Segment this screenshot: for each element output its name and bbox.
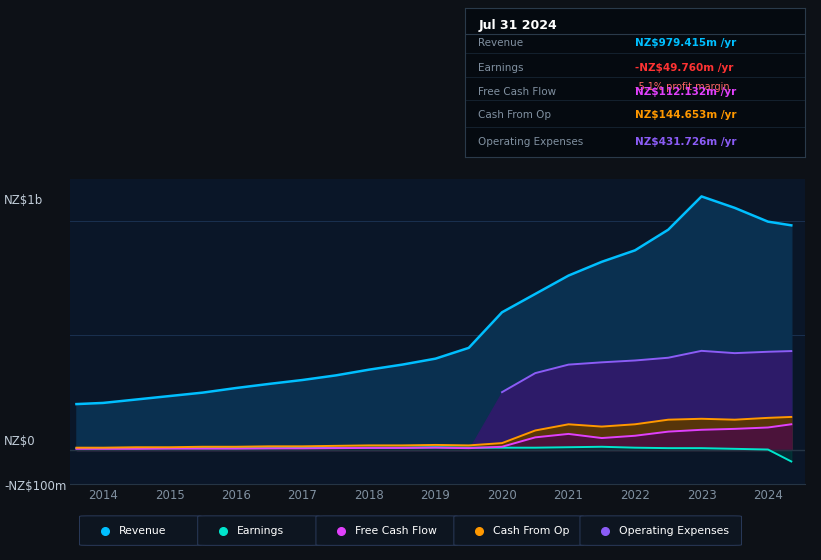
- Text: Free Cash Flow: Free Cash Flow: [479, 86, 557, 96]
- Text: NZ$979.415m /yr: NZ$979.415m /yr: [635, 38, 736, 48]
- Text: Operating Expenses: Operating Expenses: [479, 137, 584, 147]
- FancyBboxPatch shape: [316, 516, 458, 545]
- FancyBboxPatch shape: [80, 516, 202, 545]
- Text: Revenue: Revenue: [479, 38, 524, 48]
- Text: NZ$1b: NZ$1b: [4, 194, 44, 207]
- Text: -NZ$100m: -NZ$100m: [4, 480, 67, 493]
- Text: Operating Expenses: Operating Expenses: [619, 526, 729, 535]
- FancyBboxPatch shape: [198, 516, 320, 545]
- Text: Cash From Op: Cash From Op: [493, 526, 570, 535]
- Text: Revenue: Revenue: [119, 526, 167, 535]
- Text: NZ$112.132m /yr: NZ$112.132m /yr: [635, 86, 736, 96]
- Text: -5.1% profit margin: -5.1% profit margin: [635, 82, 729, 92]
- FancyBboxPatch shape: [454, 516, 584, 545]
- Text: NZ$431.726m /yr: NZ$431.726m /yr: [635, 137, 736, 147]
- Text: -NZ$49.760m /yr: -NZ$49.760m /yr: [635, 63, 733, 73]
- Text: Earnings: Earnings: [479, 63, 524, 73]
- Text: Cash From Op: Cash From Op: [479, 110, 551, 120]
- Text: Jul 31 2024: Jul 31 2024: [479, 19, 557, 32]
- Text: Earnings: Earnings: [237, 526, 284, 535]
- Text: Free Cash Flow: Free Cash Flow: [355, 526, 438, 535]
- Text: NZ$144.653m /yr: NZ$144.653m /yr: [635, 110, 736, 120]
- Text: NZ$0: NZ$0: [4, 435, 36, 449]
- FancyBboxPatch shape: [580, 516, 741, 545]
